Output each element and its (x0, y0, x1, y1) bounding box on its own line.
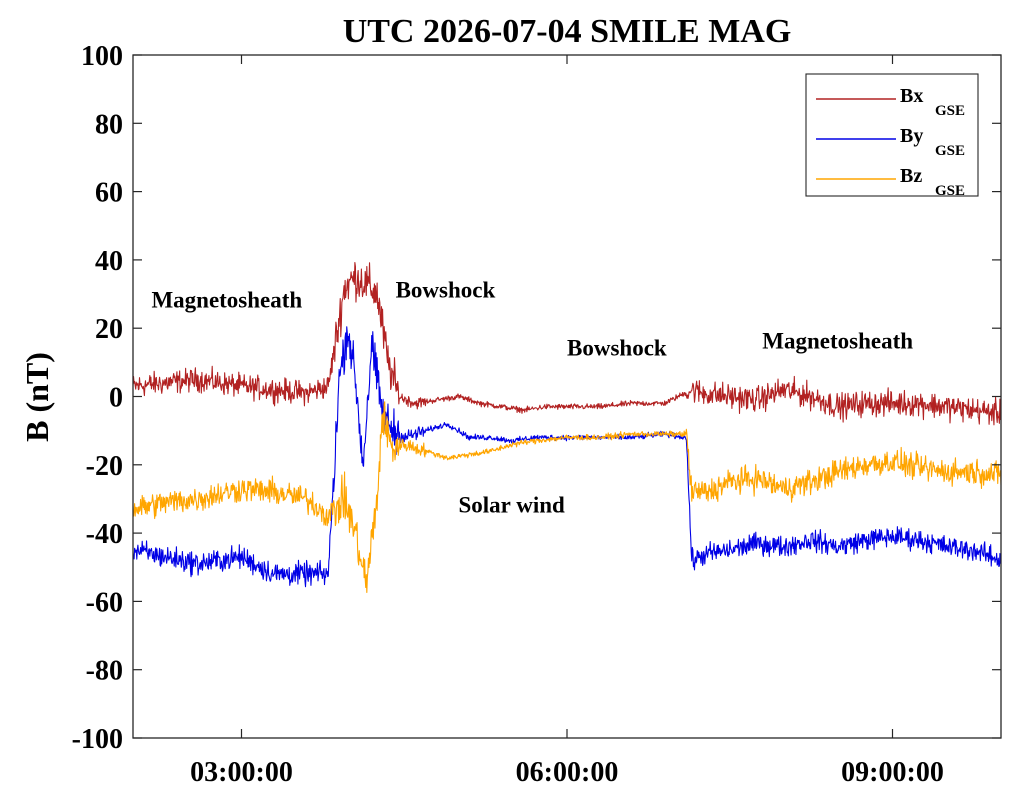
y-tick-label: -40 (86, 519, 123, 550)
y-tick-label: -80 (86, 656, 123, 687)
series-line-bx (132, 261, 1002, 426)
legend-label-by: By (900, 125, 923, 147)
legend: Bx GSE By GSE Bz GSE (805, 73, 979, 199)
x-tick-label: 03:00:00 (190, 757, 293, 788)
annotation-label: Magnetosheath (762, 329, 913, 354)
y-tick-label: -20 (86, 451, 123, 482)
annotation-label: Bowshock (396, 277, 496, 302)
y-tick-label: -100 (72, 724, 123, 755)
annotation-label: Solar wind (459, 493, 566, 518)
legend-sublabel-bx: GSE (935, 103, 965, 119)
y-axis-label: B (nT) (19, 352, 55, 442)
x-tick-label: 09:00:00 (841, 757, 944, 788)
y-tick-label: 60 (95, 178, 123, 209)
y-tick-label: 40 (95, 246, 123, 277)
annotations: Magnetosheath Bowshock Bowshock Magnetoshea… (151, 277, 913, 517)
y-tick-label: -60 (86, 587, 123, 618)
y-tick-label: 20 (95, 314, 123, 345)
legend-sublabel-bz: GSE (935, 183, 965, 199)
annotation-label: Magnetosheath (151, 288, 302, 313)
x-tick-label: 06:00:00 (516, 757, 619, 788)
chart-title: UTC 2026-07-04 SMILE MAG (343, 13, 792, 50)
axes (132, 54, 1002, 739)
data-lines (132, 261, 1002, 594)
legend-label-bx: Bx (900, 85, 923, 107)
y-tick-label: 80 (95, 109, 123, 140)
tick-labels: -100 -80 -60 -40 -20 0 20 40 60 80 100 03:00:00 06:0… (72, 41, 944, 788)
annotation-label: Bowshock (567, 336, 667, 361)
y-tick-label: 100 (81, 41, 123, 72)
legend-box (805, 73, 979, 197)
legend-label-bz: Bz (900, 165, 922, 187)
series-line-bz (132, 401, 1002, 594)
legend-sublabel-by: GSE (935, 143, 965, 159)
y-tick-label: 0 (109, 383, 123, 414)
